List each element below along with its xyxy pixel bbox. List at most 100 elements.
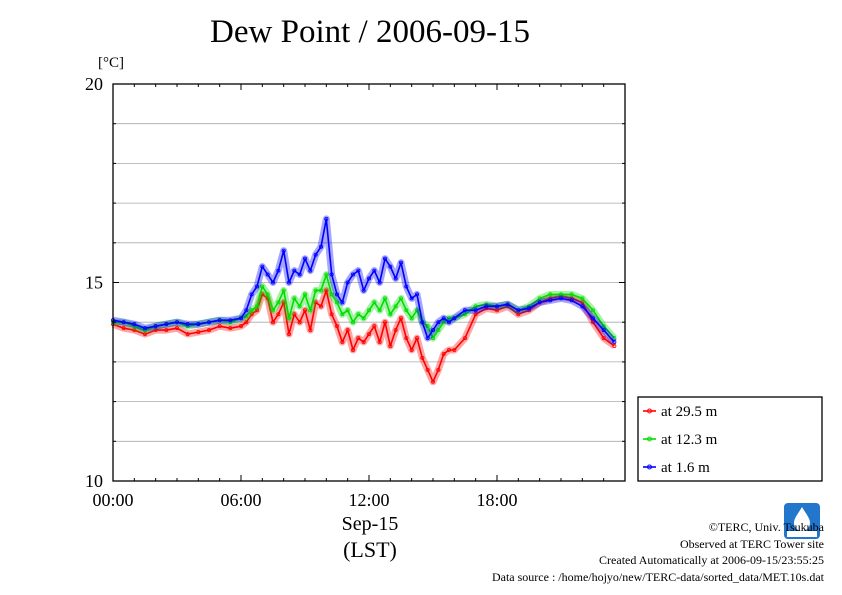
data-point (612, 340, 617, 345)
data-point (174, 320, 179, 325)
legend-marker (647, 408, 652, 414)
data-point (361, 316, 366, 321)
data-point (329, 292, 334, 297)
data-point (345, 308, 350, 313)
data-point (580, 300, 585, 305)
y-axis-unit: [°C] (98, 55, 124, 71)
data-point (318, 304, 323, 309)
data-point (446, 316, 451, 321)
data-point (473, 304, 478, 309)
data-point (430, 328, 435, 333)
source-text: Data source : /home/hojyo/new/TERC-data/… (491, 569, 824, 584)
credits-block: ©TERC, Univ. Tsukuba Observed at TERC To… (492, 519, 824, 585)
data-point (318, 244, 323, 249)
data-point (484, 304, 489, 309)
data-point (404, 336, 409, 341)
data-point (238, 324, 243, 329)
data-point (254, 308, 259, 313)
data-point (302, 308, 307, 313)
data-point (142, 332, 147, 337)
data-point (436, 320, 441, 325)
data-point (601, 328, 606, 333)
terc-logo (784, 503, 820, 539)
data-point (329, 272, 334, 277)
data-point (244, 308, 249, 313)
data-point (142, 326, 147, 331)
data-point (196, 322, 201, 327)
data-point (366, 276, 371, 281)
data-point (569, 292, 574, 297)
data-point (350, 272, 355, 277)
data-point (409, 347, 414, 352)
data-point (462, 336, 467, 341)
data-point (404, 308, 409, 313)
chart-title: Dew Point / 2006-09-15 (210, 14, 530, 50)
data-point (505, 302, 510, 307)
data-point (308, 268, 313, 273)
data-point (612, 336, 617, 341)
data-point (254, 284, 259, 289)
data-point (559, 292, 564, 297)
data-point (430, 336, 435, 341)
data-point (297, 320, 302, 325)
data-point (548, 298, 553, 303)
data-point (270, 320, 275, 325)
data-point (132, 328, 137, 333)
y-tick-label: 15 (85, 273, 103, 293)
data-point (393, 304, 398, 309)
data-point (441, 316, 446, 321)
data-point (324, 216, 329, 221)
data-point (270, 280, 275, 285)
data-point (340, 340, 345, 345)
data-point (302, 292, 307, 297)
data-point (388, 264, 393, 269)
observed-text: Observed at TERC Tower site (679, 536, 824, 551)
data-point (356, 268, 361, 273)
data-point (377, 308, 382, 313)
data-point (324, 272, 329, 277)
data-point (308, 308, 313, 313)
data-point (121, 320, 126, 325)
data-point (153, 324, 158, 329)
tick-labels: 00:00 06:00 12:00 18:00 10 15 20 (85, 74, 518, 510)
x-axis-timezone: (LST) (343, 537, 397, 562)
data-point (569, 298, 574, 303)
data-point (345, 328, 350, 333)
x-tick-label: 00:00 (92, 490, 133, 510)
data-point (409, 316, 414, 321)
data-point (601, 336, 606, 341)
data-point (153, 328, 158, 333)
data-point (356, 336, 361, 341)
data-point (228, 326, 233, 331)
x-tick-label: 06:00 (220, 490, 261, 510)
data-point (398, 260, 403, 265)
data-point (174, 326, 179, 331)
data-point (537, 300, 542, 305)
data-point (297, 304, 302, 309)
data-point (612, 344, 617, 349)
data-point (196, 330, 201, 335)
data-point (414, 336, 419, 341)
x-tick-label: 18:00 (476, 490, 517, 510)
data-point (548, 292, 553, 297)
data-point (527, 306, 532, 311)
data-point (409, 296, 414, 301)
legend-label: at 29.5 m (661, 404, 718, 420)
data-point (292, 312, 297, 317)
data-point (286, 316, 291, 321)
data-point (377, 340, 382, 345)
axis-ticks (112, 83, 626, 482)
data-point (591, 320, 596, 325)
data-point (313, 252, 318, 257)
data-point (382, 296, 387, 301)
data-point (276, 268, 281, 273)
data-point (414, 292, 419, 297)
data-point (372, 324, 377, 329)
data-point (185, 322, 190, 327)
data-point (436, 367, 441, 372)
data-point (217, 318, 222, 323)
data-point (591, 308, 596, 313)
data-point (580, 304, 585, 309)
data-point (329, 312, 334, 317)
data-point (164, 328, 169, 333)
